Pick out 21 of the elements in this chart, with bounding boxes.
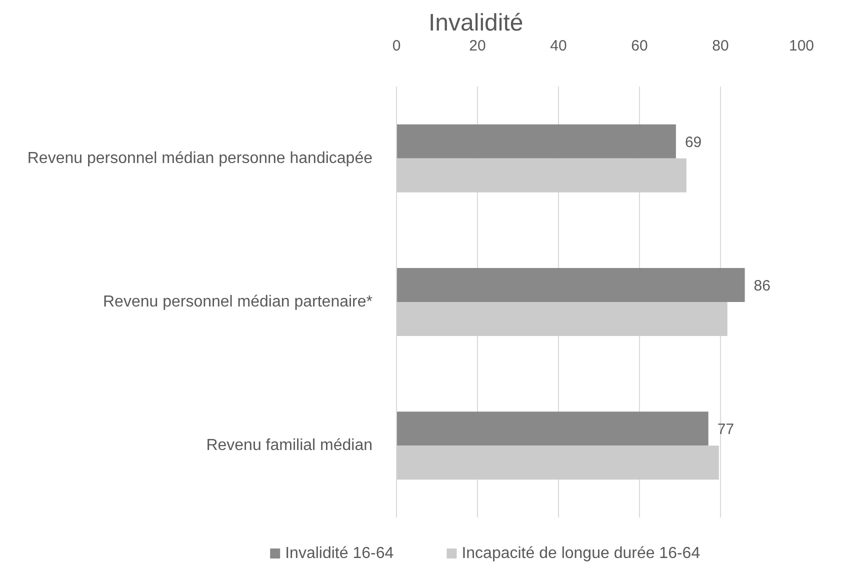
legend-label: Incapacité de longue durée 16-64	[462, 545, 700, 562]
x-tick-label: 20	[469, 38, 486, 54]
bar	[396, 412, 708, 446]
y-tick-label: Revenu personnel médian personne handicapée	[27, 150, 373, 167]
x-tick-label: 40	[550, 38, 567, 54]
chart-title: Invalidité	[428, 10, 524, 36]
bar	[396, 158, 686, 192]
y-tick-label: Revenu personnel médian partenaire*	[102, 294, 373, 310]
bar	[396, 302, 728, 336]
bar	[396, 446, 719, 480]
x-tick-label: 0	[392, 38, 401, 54]
data-label: 77	[717, 421, 734, 438]
bar	[396, 124, 676, 158]
data-label: 69	[684, 134, 702, 151]
bar	[396, 268, 745, 302]
x-tick-label: 80	[712, 38, 729, 54]
data-label: 86	[754, 278, 770, 295]
x-tick-label: 100	[788, 38, 814, 54]
y-tick-label: Revenu familial médian	[206, 437, 373, 454]
x-tick-label: 60	[631, 38, 648, 54]
legend-label: Invalidité 16-64	[285, 545, 394, 562]
